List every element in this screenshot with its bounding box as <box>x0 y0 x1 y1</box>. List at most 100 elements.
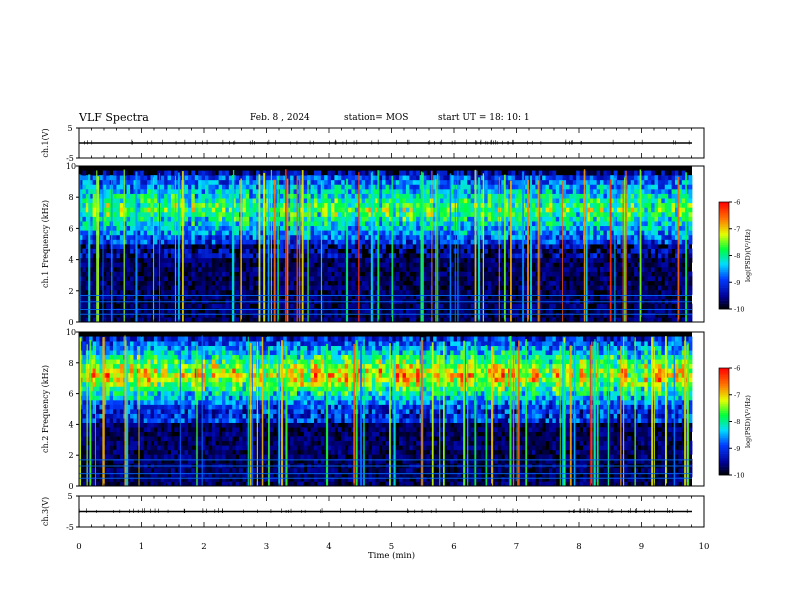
ch1-spectrogram-cell <box>603 175 608 181</box>
ch1-spectrogram-cell <box>603 230 608 236</box>
ch1-spectrogram-cell <box>552 188 557 194</box>
ch1-spectrogram-cell <box>327 225 332 231</box>
ch1-spectrogram-cell <box>123 230 128 236</box>
ch1-spectrogram-cell <box>313 294 318 300</box>
ch1-spectrogram-cell <box>371 207 376 213</box>
ch1-spectrogram-cell <box>610 253 615 259</box>
ch1-spectrogram-cell <box>501 234 506 240</box>
ch1-spectrogram-cell <box>143 266 148 272</box>
ch1-spectrogram-cell <box>511 179 516 185</box>
ch1-spectrogram-cell <box>446 193 451 199</box>
ch1-spectrogram-cell <box>457 285 461 291</box>
ch1-spectrogram-cell <box>450 198 455 204</box>
ch1-spectrogram-cell <box>439 188 444 194</box>
ch1-spectrogram-cell <box>99 221 104 227</box>
ch1-spectrogram-cell <box>119 317 124 323</box>
ch1-spectrogram-cell <box>392 262 397 268</box>
ch1-spectrogram-cell <box>596 188 601 194</box>
ch1-spectrogram-cell <box>613 184 618 190</box>
ch1-spectrogram-cell <box>160 289 165 295</box>
ch1-spectrogram-cell <box>402 202 407 208</box>
ch1-spectrogram-cell <box>174 225 179 231</box>
ch1-spectrogram-cell <box>613 198 618 204</box>
ch1-spectrogram-cell <box>136 175 141 181</box>
ch1-spectrogram-cell <box>79 202 83 208</box>
ch1-spectrogram-cell <box>85 225 90 231</box>
ch1-spectrogram-cell <box>548 202 553 208</box>
ch1-spectrogram-cell <box>153 285 158 291</box>
ch1-spectrogram-cell <box>252 198 257 204</box>
ch1-spectrogram-cell <box>252 294 257 300</box>
ch1-spectrogram-cell <box>405 230 410 236</box>
ch1-spectrogram-cell <box>358 193 363 199</box>
ch1-spectrogram-cell <box>600 211 604 217</box>
ch1-spectrogram-cell <box>198 175 202 181</box>
ch1-spectrogram-cell <box>545 308 550 314</box>
ch1-spectrogram-cell <box>123 211 128 217</box>
ch1-spectrogram-cell <box>548 221 553 227</box>
ch1-spectrogram-cell <box>167 188 172 194</box>
ch1-spectrogram-cell <box>194 276 199 282</box>
ch1-spectrogram-cell <box>470 248 475 254</box>
ch1-spectrogram-cell <box>293 184 298 190</box>
ch1-spectrogram-cell <box>160 184 165 190</box>
ch1-spectrogram-cell <box>324 317 329 323</box>
ch1-spectrogram-cell <box>286 202 291 208</box>
ch1-spectrogram-cell <box>545 303 550 309</box>
ch1-spectrogram-cell <box>273 175 277 181</box>
ch1-spectrogram-cell <box>392 230 397 236</box>
ch1-spectrogram-cell <box>164 308 168 314</box>
ch1-spectrogram-cell <box>569 234 574 240</box>
ch1-spectrogram-cell <box>222 271 226 277</box>
ch1-spectrogram-cell <box>494 317 499 323</box>
ch1-spectrogram-cell <box>170 175 175 181</box>
ch1-spectrogram-cell <box>191 170 196 176</box>
ch1-spectrogram-cell <box>487 221 492 227</box>
ch1-spectrogram-cell <box>470 188 475 194</box>
ch1-spectrogram-cell <box>531 285 536 291</box>
ch1-spectrogram-cell <box>337 198 342 204</box>
ch1-spectrogram-cell <box>450 221 455 227</box>
ch1-spectrogram-cell <box>143 308 148 314</box>
ch1-spectrogram-cell <box>113 193 117 199</box>
ch1-spectrogram-cell <box>334 207 339 213</box>
ch1-spectrogram-cell <box>511 207 516 213</box>
ch1-spectrogram-cell <box>310 317 315 323</box>
ch1-spectrogram-cell <box>119 312 124 318</box>
ch1-spectrogram-cell <box>354 276 359 282</box>
ch1-spectrogram-cell <box>85 211 90 217</box>
ch1-spectrogram-cell <box>514 266 519 272</box>
ch1-spectrogram-cell <box>222 184 226 190</box>
ch1-spectrogram-cell <box>143 202 148 208</box>
ch1-spectrogram-cell <box>348 188 352 194</box>
ch1-spectrogram-cell <box>395 198 400 204</box>
ch1-spectrogram-cell <box>85 239 90 245</box>
ch1-spectrogram-cell <box>334 308 339 314</box>
ch1-spectrogram-cell <box>286 221 291 227</box>
ch1-spectrogram-cell <box>290 303 294 309</box>
ch1-spectrogram-cell <box>409 211 414 217</box>
ch1-spectrogram-cell <box>463 188 468 194</box>
ch1-spectrogram-cell <box>610 317 615 323</box>
ch1-spectrogram-cell <box>307 230 311 236</box>
ch1-spectrogram-cell <box>375 221 380 227</box>
date-label: Feb. 8 , 2024 <box>250 113 310 123</box>
ch1-spectrogram-cell <box>99 216 104 222</box>
ch1-spectrogram-cell <box>153 257 158 263</box>
ch1-spectrogram-cell <box>106 262 111 268</box>
ch1-spectrogram-cell <box>368 280 373 286</box>
ch1-spectrogram-cell <box>222 211 226 217</box>
ch1-spectrogram-cell <box>399 221 403 227</box>
ch1-spectrogram-cell <box>160 239 165 245</box>
ch1-spectrogram-cell <box>361 262 366 268</box>
ch1-spectrogram-cell <box>412 230 417 236</box>
ch1-spectrogram-cell <box>542 216 546 222</box>
ch1-spectrogram-cell <box>235 193 240 199</box>
ch1-spectrogram-cell <box>603 207 608 213</box>
ch1-spectrogram-cell <box>256 266 260 272</box>
ch1-spectrogram-cell <box>307 289 311 295</box>
ch1-spectrogram-cell <box>119 193 124 199</box>
ch1-spectrogram-cell <box>293 179 298 185</box>
ch1-spectrogram-cell <box>307 266 311 272</box>
ch1-spectrogram-cell <box>259 216 264 222</box>
